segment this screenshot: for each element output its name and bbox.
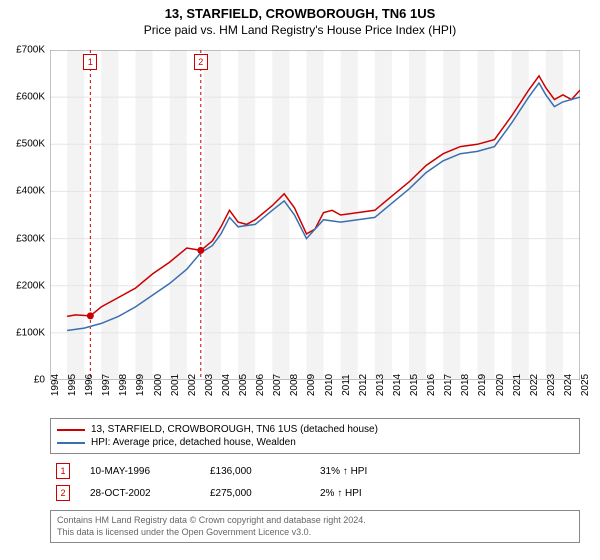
sale-date: 10-MAY-1996 [90,466,190,477]
footer-attribution: Contains HM Land Registry data © Crown c… [50,510,580,543]
x-axis-label: 2002 [187,374,198,396]
sale-marker: 1 [83,54,97,70]
y-axis-label: £300K [16,233,45,244]
x-axis-label: 1999 [135,374,146,396]
sale-marker-badge: 1 [56,463,70,479]
x-axis-label: 2012 [358,374,369,396]
x-axis-label: 2016 [426,374,437,396]
legend-label: 13, STARFIELD, CROWBOROUGH, TN6 1US (det… [91,424,378,435]
sales-table: 1 10-MAY-1996 £136,000 31% ↑ HPI 2 28-OCT-200… [50,460,580,504]
x-axis-label: 2005 [238,374,249,396]
sale-marker-badge: 2 [56,485,70,501]
y-axis-label: £600K [16,92,45,103]
sale-price: £136,000 [210,466,300,477]
x-axis-label: 2004 [221,374,232,396]
x-axis-label: 2011 [341,374,352,396]
x-axis-label: 2024 [563,374,574,396]
x-axis-label: 2001 [170,374,181,396]
sale-pct: 31% ↑ HPI [320,466,430,477]
x-axis-label: 2013 [375,374,386,396]
x-axis-label: 2020 [495,374,506,396]
x-axis-label: 1996 [84,374,95,396]
legend-item: HPI: Average price, detached house, Weal… [57,436,573,449]
x-axis-label: 2006 [255,374,266,396]
legend-item: 13, STARFIELD, CROWBOROUGH, TN6 1US (det… [57,423,573,436]
sale-row: 1 10-MAY-1996 £136,000 31% ↑ HPI [50,460,580,482]
x-axis-label: 2017 [443,374,454,396]
x-axis-label: 2025 [580,374,591,396]
y-axis-label: £200K [16,280,45,291]
footer-line-2: This data is licensed under the Open Gov… [57,527,573,539]
x-axis-label: 2018 [460,374,471,396]
x-axis-label: 2003 [204,374,215,396]
chart-title: 13, STARFIELD, CROWBOROUGH, TN6 1US [0,0,600,21]
y-axis-label: £400K [16,186,45,197]
y-axis-label: £100K [16,327,45,338]
x-axis-label: 2010 [324,374,335,396]
chart-svg [50,50,580,380]
x-axis-label: 2007 [272,374,283,396]
sale-pct: 2% ↑ HPI [320,488,430,499]
sale-date: 28-OCT-2002 [90,488,190,499]
legend-swatch [57,442,85,444]
sale-marker: 2 [194,54,208,70]
sale-row: 2 28-OCT-2002 £275,000 2% ↑ HPI [50,482,580,504]
x-axis-label: 2008 [289,374,300,396]
x-axis-label: 2000 [153,374,164,396]
x-axis-label: 2023 [546,374,557,396]
legend-swatch [57,429,85,431]
footer-line-1: Contains HM Land Registry data © Crown c… [57,515,573,527]
x-axis-label: 2015 [409,374,420,396]
x-axis-label: 2009 [306,374,317,396]
x-axis-label: 2022 [529,374,540,396]
chart-subtitle: Price paid vs. HM Land Registry's House … [0,21,600,41]
y-axis-label: £700K [16,45,45,56]
y-axis-label: £0 [34,375,45,386]
legend-label: HPI: Average price, detached house, Weal… [91,437,296,448]
x-axis-label: 1994 [50,374,61,396]
x-axis-label: 1998 [118,374,129,396]
legend-box: 13, STARFIELD, CROWBOROUGH, TN6 1US (det… [50,418,580,454]
y-axis-label: £500K [16,139,45,150]
x-axis-label: 2014 [392,374,403,396]
x-axis-label: 1995 [67,374,78,396]
sale-price: £275,000 [210,488,300,499]
x-axis-label: 2019 [477,374,488,396]
x-axis-label: 1997 [101,374,112,396]
chart-area: £0£100K£200K£300K£400K£500K£600K£700K 19… [50,50,580,380]
x-axis-label: 2021 [512,374,523,396]
